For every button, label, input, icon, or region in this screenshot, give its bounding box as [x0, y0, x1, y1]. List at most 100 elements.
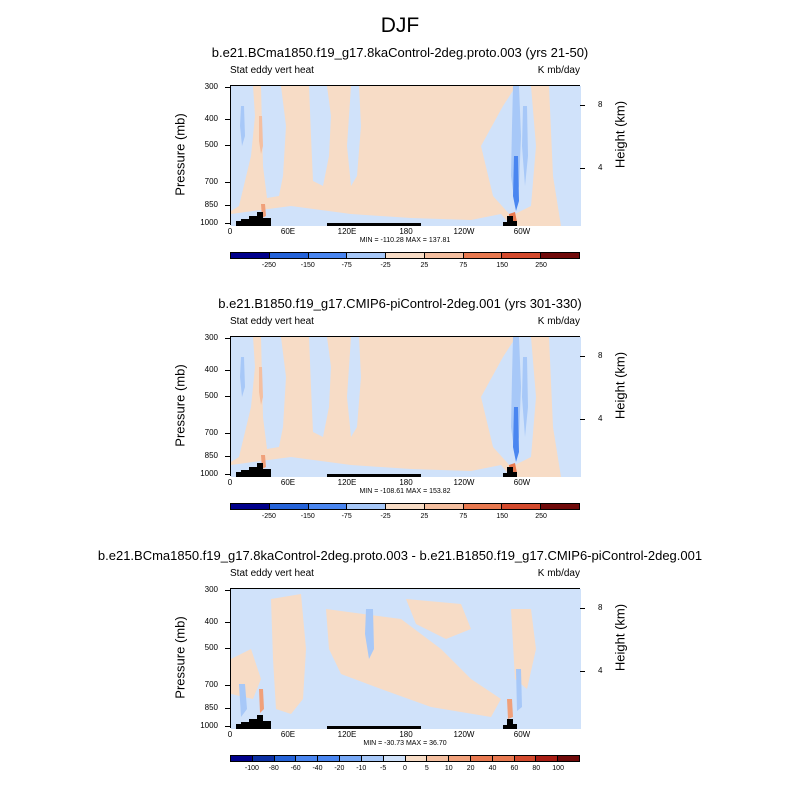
colorbar-label: 0	[403, 765, 407, 772]
y-tick-mark	[225, 685, 230, 686]
colorbar-label: -150	[300, 513, 315, 520]
colorbar-label: 75	[459, 262, 468, 269]
colorbar-label: 40	[488, 765, 497, 772]
min-max-label: MIN = -108.61 MAX = 153.82	[359, 488, 451, 495]
terrain-mask	[507, 719, 513, 729]
colorbar-label: -250	[261, 262, 276, 269]
terrain-mask	[236, 472, 241, 477]
terrain-mask	[327, 223, 339, 226]
terrain-mask	[503, 725, 507, 729]
colorbar-label: -75	[341, 262, 352, 269]
terrain-mask	[351, 223, 361, 226]
contour-svg	[231, 86, 581, 226]
y-tick-label: 500	[204, 391, 218, 400]
contour-region	[271, 594, 306, 714]
x-tick-label: 120W	[453, 478, 475, 487]
y-right-tick-mark	[580, 105, 585, 106]
y-right-tick-mark	[580, 608, 585, 609]
colorbar-swatch	[347, 253, 387, 258]
terrain-mask	[513, 472, 517, 477]
terrain-mask	[249, 719, 257, 729]
chart-title: b.e21.B1850.f19_g17.CMIP6-piControl-2deg…	[218, 296, 582, 311]
contour-region	[513, 156, 519, 211]
y-tick-mark	[225, 223, 230, 224]
colorbar-swatch	[470, 756, 493, 761]
x-tick-label: 60E	[280, 227, 296, 236]
y-tick-mark	[225, 182, 230, 183]
colorbar-swatch	[427, 756, 450, 761]
terrain-mask	[391, 474, 401, 477]
colorbar-swatch	[361, 756, 384, 761]
y-tick-label: 850	[204, 451, 218, 460]
colorbar-label: 25	[420, 262, 429, 269]
colorbar-swatch	[463, 253, 503, 258]
colorbar-swatch	[514, 756, 537, 761]
terrain-mask	[503, 473, 507, 477]
colorbar	[230, 503, 580, 510]
terrain-mask	[263, 218, 271, 226]
x-tick-label: 120W	[453, 227, 475, 236]
contour-region	[309, 337, 331, 437]
figure-title: DJF	[380, 14, 420, 37]
colorbar-label: 250	[535, 262, 547, 269]
y-tick-label: 400	[204, 114, 218, 123]
colorbar-swatch	[231, 504, 270, 509]
y-right-tick-mark	[580, 671, 585, 672]
terrain-mask	[339, 474, 351, 477]
terrain-mask	[263, 721, 271, 729]
contour-region	[261, 337, 286, 449]
colorbar-label: 75	[459, 513, 468, 520]
y-axis-label: Pressure (mb)	[172, 113, 188, 196]
units-label: K mb/day	[537, 316, 580, 327]
colorbar-swatch	[269, 504, 309, 509]
contour-region	[231, 86, 255, 211]
colorbar-swatch	[449, 756, 471, 761]
y-right-tick-mark	[580, 168, 585, 169]
colorbar-label: -100	[244, 765, 259, 772]
colorbar-label: 20	[466, 765, 475, 772]
x-tick-label: 60W	[513, 730, 531, 739]
terrain-mask	[257, 463, 263, 477]
y-tick-mark	[225, 205, 230, 206]
y-tick-label: 1000	[200, 218, 218, 227]
x-tick-label: 180	[399, 227, 413, 236]
contour-region	[309, 86, 331, 186]
terrain-mask	[241, 219, 249, 226]
contour-region	[231, 649, 261, 699]
contour-region	[231, 337, 255, 462]
y-right-tick-label: 8	[598, 603, 603, 612]
y-tick-label: 500	[204, 140, 218, 149]
x-tick-label: 60E	[280, 478, 296, 487]
contour-region	[406, 599, 471, 639]
terrain-mask	[503, 222, 507, 226]
terrain-mask	[263, 469, 271, 477]
colorbar-label: 25	[420, 513, 429, 520]
y-tick-mark	[225, 708, 230, 709]
min-max-label: MIN = -110.28 MAX = 137.81	[359, 237, 451, 244]
colorbar-swatch	[269, 253, 309, 258]
colorbar-label: 100	[552, 765, 564, 772]
colorbar-swatch	[386, 504, 425, 509]
chart-panel-2: b.e21.B1850.f19_g17.CMIP6-piControl-2deg…	[0, 296, 800, 546]
y-tick-label: 700	[204, 428, 218, 437]
chart-panel-1: b.e21.BCma1850.f19_g17.8kaControl-2deg.p…	[0, 45, 800, 295]
terrain-mask	[249, 467, 257, 477]
colorbar-label: -20	[334, 765, 345, 772]
colorbar-swatch	[308, 253, 348, 258]
x-tick-label: 120E	[337, 730, 357, 739]
contour-region	[239, 684, 247, 717]
colorbar-label: -25	[380, 262, 391, 269]
contour-region	[522, 106, 528, 186]
y-tick-mark	[225, 622, 230, 623]
colorbar-swatch	[274, 756, 297, 761]
terrain-mask	[513, 724, 517, 729]
x-tick-label: 120E	[337, 227, 357, 236]
terrain-mask	[371, 726, 381, 729]
colorbar-label: 150	[496, 513, 509, 520]
field-label: Stat eddy vert heat	[230, 316, 314, 327]
y-tick-label: 700	[204, 177, 218, 186]
y-tick-label: 400	[204, 365, 218, 374]
min-max-label: MIN = -30.73 MAX = 36.70	[363, 740, 447, 747]
terrain-mask	[249, 216, 257, 226]
colorbar-label: -250	[261, 513, 276, 520]
